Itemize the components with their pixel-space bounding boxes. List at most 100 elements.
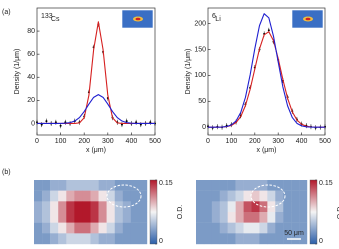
heatmap-cell: [203, 233, 213, 245]
heatmap-cell: [211, 233, 220, 245]
heatmap-cell: [66, 233, 75, 245]
heatmap-cell: [122, 233, 132, 245]
heatmap-cell: [267, 190, 276, 202]
heatmap-cell: [283, 222, 292, 234]
heatmap-cell: [50, 233, 59, 245]
heatmap-cell: [82, 190, 91, 202]
heatmap-cell: [82, 212, 91, 223]
heatmap-cell: [243, 212, 252, 223]
heatmap-cell: [34, 190, 43, 202]
heatmap-cell: [196, 212, 205, 223]
heatmap-cell: [211, 201, 220, 213]
heatmap-cell: [58, 212, 67, 223]
marker: [40, 123, 43, 126]
heatmap-cell: [130, 222, 140, 234]
fit-line: [208, 31, 325, 128]
heatmap-cell: [227, 190, 236, 202]
y-tick-label: 150: [194, 46, 206, 53]
heatmap-cell: [259, 233, 268, 245]
heatmap-cell: [299, 212, 308, 223]
heatmap-cell: [267, 212, 276, 223]
heatmap-cell: [74, 190, 83, 202]
heatmap-cell: [42, 201, 51, 213]
heatmap-cell: [42, 233, 51, 245]
marker: [139, 123, 142, 126]
heatmap-cell: [138, 222, 148, 234]
x-axis-label: x (μm): [257, 147, 277, 154]
heatmap-cell: [227, 180, 236, 191]
heatmap-cell: [90, 190, 99, 202]
scale-bar-label: 50 μm: [284, 230, 304, 237]
panel-label: (a): [2, 9, 11, 16]
heatmap-cell: [130, 212, 140, 223]
heatmap-cell: [219, 201, 228, 213]
heatmap-cell: [275, 201, 284, 213]
x-tick-label: 200: [249, 138, 261, 145]
heatmap-cell: [66, 222, 75, 234]
heatmap-cell: [203, 222, 213, 234]
heatmap-cell: [114, 222, 123, 234]
heatmap-cell: [203, 212, 213, 223]
heatmap-cell: [34, 201, 43, 213]
colorbar: [309, 179, 318, 245]
heatmap-cell: [211, 212, 220, 223]
colorbar-label: O.D.: [337, 205, 339, 219]
y-tick-label: 0: [202, 124, 206, 131]
colorbar-tick-label: 0.15: [319, 180, 333, 187]
marker: [36, 121, 38, 124]
x-tick-label: 100: [55, 138, 67, 145]
heatmap-cell: [235, 212, 244, 223]
x-tick-label: 0: [206, 138, 210, 145]
heatmap-cell: [291, 212, 300, 223]
y-tick-label: 100: [194, 72, 206, 79]
fit-line: [37, 21, 155, 124]
x-tick-label: 300: [272, 138, 284, 145]
heatmap-cell: [34, 180, 43, 191]
data-point: [54, 119, 57, 125]
heatmap-cell: [74, 222, 83, 234]
heatmap-cell: [235, 222, 244, 234]
isotope-mass: 6: [212, 13, 216, 20]
y-tick-label: 80: [27, 28, 35, 35]
heatmap-cell: [291, 180, 300, 191]
heatmap-cell: [251, 233, 260, 245]
x-tick-label: 0: [35, 138, 39, 145]
heatmap-cell: [66, 212, 75, 223]
heatmap-cell: [114, 190, 123, 202]
data-point: [40, 122, 43, 128]
heatmap-cell: [98, 201, 107, 213]
heatmap-cell: [58, 201, 67, 213]
heatmap-cell: [259, 190, 268, 202]
marker: [149, 121, 152, 124]
heatmap-cell: [196, 201, 205, 213]
heatmap-cell: [90, 222, 99, 234]
heatmap-cell: [227, 212, 236, 223]
heatmap-cell: [106, 233, 115, 245]
heatmap-cell: [50, 190, 59, 202]
inset-core: [305, 17, 311, 21]
heatmap-cell: [196, 222, 205, 234]
heatmap-cell: [259, 201, 268, 213]
data-point: [207, 123, 209, 129]
data-point: [36, 119, 38, 125]
heatmap-cell: [283, 212, 292, 223]
heatmap-cell: [275, 190, 284, 202]
heatmap-cell: [106, 201, 115, 213]
heatmap-cell: [98, 190, 107, 202]
heatmap-cell: [283, 201, 292, 213]
heatmap-cell: [291, 190, 300, 202]
colorbar-label: O.D.: [177, 205, 184, 219]
y-tick-label: 0: [31, 120, 35, 127]
heatmap-cell: [130, 190, 140, 202]
marker: [59, 124, 62, 127]
heatmap-cell: [235, 233, 244, 245]
data-point: [64, 119, 67, 125]
heatmap-cell: [235, 201, 244, 213]
heatmap-cell: [74, 201, 83, 213]
heatmap-cell: [50, 212, 59, 223]
heatmap-cell: [243, 201, 252, 213]
marker: [125, 120, 128, 123]
heatmap-cell: [130, 180, 140, 191]
